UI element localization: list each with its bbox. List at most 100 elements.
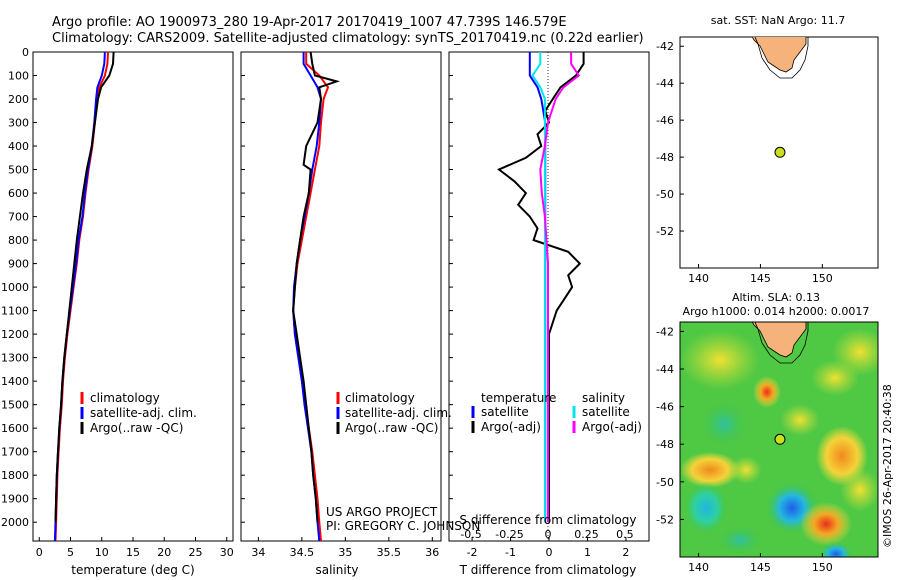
depth-tick-label: 1600 bbox=[1, 422, 29, 435]
depth-tick-label: 900 bbox=[8, 258, 29, 271]
series-line-s-satellite bbox=[531, 52, 546, 523]
depth-tick-label: 500 bbox=[8, 164, 29, 177]
depth-tick-label: 1200 bbox=[1, 328, 29, 341]
sla-map-points bbox=[774, 433, 786, 445]
depth-tick-label: 1900 bbox=[1, 493, 29, 506]
map-x-tick-label: 150 bbox=[812, 561, 833, 574]
s-tick-label: 0.5 bbox=[616, 528, 634, 541]
legend-title-salinity: salinity bbox=[582, 391, 625, 405]
sla-map-title-line1: Altim. SLA: 0.13 bbox=[732, 291, 820, 304]
map-x-tick-label: 140 bbox=[688, 561, 709, 574]
tasmania-land bbox=[751, 37, 807, 73]
temperature-x-axis: 0 5 10 15 20 25 30 bbox=[36, 537, 234, 559]
sla-anomaly bbox=[800, 502, 852, 546]
legend-label-argo: Argo(..raw -QC) bbox=[90, 421, 183, 435]
legend-label-s-argo: Argo(-adj) bbox=[582, 420, 642, 434]
salinity-legend: climatology satellite-adj. clim. Argo(..… bbox=[336, 391, 452, 435]
sst-map-coast bbox=[751, 37, 809, 79]
depth-tick-label: 200 bbox=[8, 93, 29, 106]
series-line-satellite-adj-clim- bbox=[53, 51, 106, 542]
depth-tick-label: 100 bbox=[8, 70, 29, 83]
x-tick-label: 25 bbox=[189, 546, 203, 559]
sla-anomaly bbox=[730, 456, 762, 484]
s-tick-label: 0 bbox=[545, 528, 552, 541]
map-x-tick-label: 145 bbox=[750, 272, 771, 285]
x-tick-label: 5 bbox=[67, 546, 74, 559]
salinity-plot-frame bbox=[240, 51, 442, 542]
x-tick-label: 1 bbox=[584, 546, 591, 559]
map-x-tick-label: 150 bbox=[812, 272, 833, 285]
depth-tick-label: 800 bbox=[8, 234, 29, 247]
depth-tick-label: 1300 bbox=[1, 352, 29, 365]
map-y-tick-label: -44 bbox=[656, 77, 674, 90]
sla-map-frame bbox=[679, 321, 879, 558]
temperature-series bbox=[53, 51, 115, 542]
project-label: US ARGO PROJECT bbox=[326, 505, 438, 519]
x-tick-label: 0 bbox=[546, 546, 553, 559]
series-line-argo-raw-qc- bbox=[292, 51, 341, 523]
difference-legend: temperature salinity satellite Argo(-adj… bbox=[471, 391, 642, 434]
temperature-legend: climatology satellite-adj. clim. Argo(..… bbox=[80, 391, 197, 435]
sst-map-title: sat. SST: NaN Argo: 11.7 bbox=[711, 14, 845, 27]
x-tick-label: -1 bbox=[505, 546, 516, 559]
sla-map-title-line2: Argo h1000: 0.014 h2000: 0.0017 bbox=[683, 305, 870, 318]
map-y-tick-label: -50 bbox=[656, 476, 674, 489]
x-tick-label: 0 bbox=[36, 546, 43, 559]
depth-tick-label: 1500 bbox=[1, 399, 29, 412]
map-y-tick-label: -42 bbox=[656, 325, 674, 338]
map-y-tick-label: -52 bbox=[656, 513, 674, 526]
difference-series bbox=[497, 52, 585, 523]
map-y-tick-label: -42 bbox=[656, 40, 674, 53]
t-difference-axis-label: T difference from climatology bbox=[459, 563, 637, 577]
sla-anomaly bbox=[680, 330, 760, 390]
sla-anomaly bbox=[680, 452, 740, 488]
depth-tick-label: 0 bbox=[22, 46, 29, 59]
tasmania-land bbox=[751, 322, 807, 358]
map-y-tick-label: -48 bbox=[656, 151, 674, 164]
x-tick-label: 2 bbox=[622, 546, 629, 559]
shelf-contour bbox=[754, 322, 809, 364]
figure-title-line2: Climatology: CARS2009. Satellite-adjuste… bbox=[52, 31, 644, 46]
s-tick-label: 0.25 bbox=[574, 528, 599, 541]
pi-label: PI: GREGORY C. JOHNSON bbox=[326, 519, 480, 533]
s-tick-label: -0.25 bbox=[495, 528, 523, 541]
legend-label-satellite: satellite-adj. clim. bbox=[90, 406, 197, 420]
series-line-t-argo-adj- bbox=[497, 52, 585, 523]
legend-label-argo: Argo(..raw -QC) bbox=[345, 421, 438, 435]
series-line-climatology bbox=[292, 52, 330, 542]
sla-anomaly bbox=[820, 542, 852, 557]
series-line-argo-raw-qc- bbox=[54, 51, 115, 523]
depth-tick-label: 1100 bbox=[1, 305, 29, 318]
x-tick-label: 10 bbox=[95, 546, 109, 559]
temperature-axis-label: temperature (deg C) bbox=[71, 563, 194, 577]
difference-x-axis: -2 -1 0 1 2 -0.5 -0.25 0 0.25 0.5 bbox=[460, 528, 633, 559]
legend-label-satellite: satellite-adj. clim. bbox=[345, 406, 452, 420]
figure-title-line1: Argo profile: AO 1900973_280 19-Apr-2017… bbox=[52, 15, 567, 30]
x-tick-label: 35 bbox=[338, 546, 352, 559]
x-tick-label: 34.5 bbox=[290, 546, 315, 559]
s-difference-axis-label: S difference from climatology bbox=[460, 513, 637, 527]
x-tick-label: 34 bbox=[251, 546, 265, 559]
legend-label-t-satellite: satellite bbox=[481, 405, 529, 419]
series-line-t-satellite bbox=[528, 52, 547, 523]
sst-map-points bbox=[774, 146, 786, 158]
depth-tick-label: 1000 bbox=[1, 281, 29, 294]
map-y-tick-label: -50 bbox=[656, 188, 674, 201]
depth-tick-label: 1700 bbox=[1, 446, 29, 459]
sla-anomaly bbox=[780, 404, 820, 436]
s-tick-label: -0.5 bbox=[460, 528, 481, 541]
map-x-tick-label: 145 bbox=[750, 561, 771, 574]
depth-tick-label: 1400 bbox=[1, 375, 29, 388]
sla-anomaly bbox=[811, 360, 859, 396]
depth-tick-label: 600 bbox=[8, 187, 29, 200]
salinity-series bbox=[292, 51, 341, 542]
x-tick-label: 20 bbox=[157, 546, 171, 559]
depth-tick-label: 700 bbox=[8, 211, 29, 224]
sst-map-axes: 140 145 150 -42 -44 -46 -48 -50 -52 bbox=[656, 40, 833, 285]
sla-anomaly bbox=[684, 482, 728, 534]
x-tick-label: 15 bbox=[126, 546, 140, 559]
legend-label-climatology: climatology bbox=[90, 391, 160, 405]
sla-anomaly bbox=[753, 376, 781, 408]
sla-anomaly bbox=[718, 526, 762, 554]
